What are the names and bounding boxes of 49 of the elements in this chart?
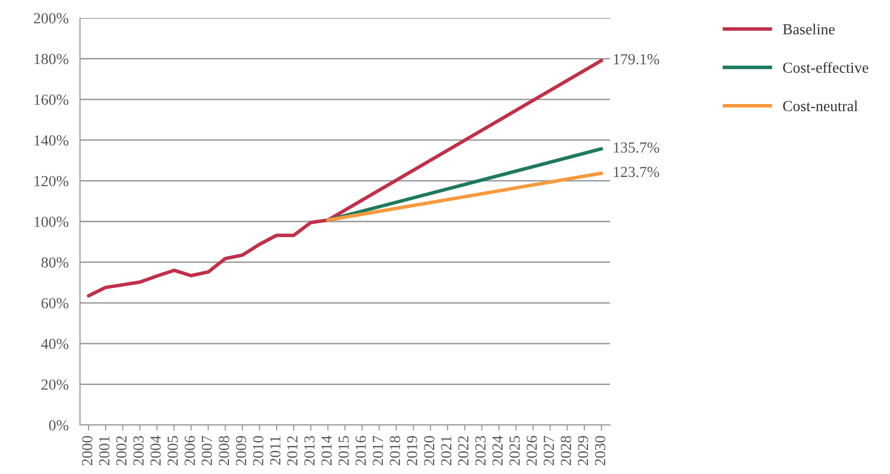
y-tick-label: 200% [34, 13, 68, 24]
x-tick-label: 2005 [168, 436, 178, 466]
x-tick-label: 2006 [184, 436, 195, 466]
x-tick-label: 2028 [560, 436, 572, 466]
y-tick-label: 80% [41, 257, 68, 268]
x-tick-label: 2000 [82, 436, 92, 466]
y-tick-label: 0% [49, 420, 68, 430]
x-tick-label: 2002 [116, 436, 127, 466]
y-tick-label: 160% [34, 94, 68, 105]
x-tick-label: 2014 [321, 436, 332, 466]
data-label: 179.1% [614, 54, 660, 64]
legend-label: Cost-neutral [783, 100, 858, 112]
x-tick-label: 2012 [287, 436, 298, 466]
x-tick-label: 2023 [475, 436, 486, 466]
x-tick-label: 2026 [526, 436, 537, 466]
x-tick-label: 2003 [133, 436, 144, 466]
data-label: 123.7% [614, 166, 660, 178]
x-tick-label: 2009 [236, 436, 246, 466]
x-tick-label: 2017 [372, 436, 384, 466]
x-tick-label: 2011 [270, 436, 280, 465]
legend-label: Baseline [782, 24, 835, 34]
x-tick-label: 2029 [578, 436, 588, 466]
y-tick-label: 60% [42, 298, 68, 308]
x-tick-label: 2021 [441, 436, 452, 466]
x-tick-label: 2015 [338, 436, 349, 466]
line-series [86, 58, 604, 298]
legend-label: Cost-effective [783, 62, 868, 73]
x-tick-label: 2030 [594, 436, 606, 466]
x-tick-label: 2024 [492, 436, 503, 466]
x-tick-label: 2022 [458, 436, 468, 466]
y-tick-label: 120% [34, 176, 68, 186]
y-tick-label: 100% [34, 216, 68, 227]
x-tick-label: 2013 [304, 436, 315, 466]
x-tick-label: 2018 [390, 436, 400, 466]
y-tick-label: 140% [34, 135, 68, 146]
x-tick-label: 2001 [99, 436, 110, 466]
x-tick-label: 2004 [150, 436, 161, 466]
data-label: 135.7% [614, 142, 660, 153]
x-tick-label: 2010 [253, 436, 264, 466]
y-tick-label: 180% [34, 54, 68, 64]
x-tick-label: 2025 [509, 436, 520, 466]
x-tick-label: 2019 [406, 436, 418, 466]
x-tick-label: 2027 [544, 436, 554, 466]
y-tick-label: 40% [41, 338, 68, 350]
y-tick-label: 20% [42, 379, 68, 390]
x-tick-label: 2007 [202, 436, 212, 466]
x-tick-label: 2020 [424, 436, 434, 466]
x-tick-label: 2016 [356, 436, 366, 466]
x-tick-label: 2008 [218, 436, 230, 466]
